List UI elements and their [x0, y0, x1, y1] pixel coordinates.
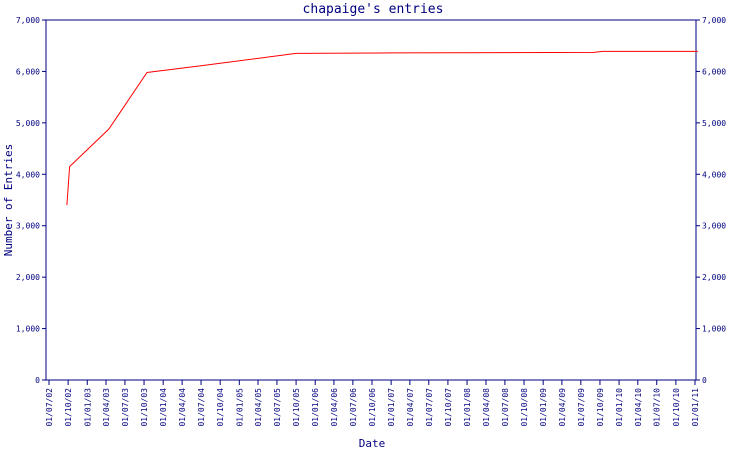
x-tick-label: 01/04/05: [254, 388, 263, 427]
x-tick-label: 01/01/08: [463, 388, 472, 427]
x-tick-label: 01/04/09: [558, 388, 567, 427]
x-tick-label: 01/04/04: [178, 388, 187, 427]
x-tick-label: 01/01/05: [235, 388, 244, 427]
y-tick-label-left: 5,000: [16, 119, 40, 128]
x-tick-label: 01/04/07: [406, 388, 415, 427]
x-tick-label: 01/10/03: [140, 388, 149, 427]
x-tick-label: 01/10/02: [64, 388, 73, 427]
x-tick-label: 01/01/11: [691, 388, 700, 427]
y-tick-label-right: 3,000: [702, 222, 726, 231]
x-tick-label: 01/01/03: [83, 388, 92, 427]
y-tick-label-right: 1,000: [702, 325, 726, 334]
x-tick-label: 01/07/09: [577, 388, 586, 427]
x-axis-title: Date: [359, 437, 386, 450]
x-tick-label: 01/10/07: [444, 388, 453, 427]
series-layer: [66, 50, 698, 206]
x-tick-label: 01/07/08: [501, 388, 510, 427]
y-tick-label-right: 4,000: [702, 170, 726, 179]
x-tick-label: 01/01/09: [539, 388, 548, 427]
x-tick-label: 01/10/08: [520, 388, 529, 427]
y-tick-label-right: 5,000: [702, 119, 726, 128]
chart-title: chapaige's entries: [303, 2, 444, 17]
y-tick-label-right: 6,000: [702, 67, 726, 76]
x-tick-label: 01/10/09: [596, 388, 605, 427]
x-tick-label: 01/01/07: [387, 388, 396, 427]
x-tick-label: 01/10/04: [216, 388, 225, 427]
y-tick-label-left: 1,000: [16, 325, 40, 334]
x-axis: 01/07/02 01/10/02 01/01/03 01/04/03 01/07/03…: [45, 380, 700, 427]
x-tick-label: 01/10/05: [292, 388, 301, 427]
y-axis-title: Number of Entries: [2, 144, 15, 257]
x-tick-label: 01/07/02: [45, 388, 54, 427]
x-tick-label: 01/04/10: [634, 388, 643, 427]
x-tick-label: 01/10/10: [672, 388, 681, 427]
y-tick-label-left: 2,000: [16, 273, 40, 282]
x-tick-label: 01/01/10: [615, 388, 624, 427]
x-tick-label: 01/10/06: [368, 388, 377, 427]
x-tick-label: 01/07/06: [349, 388, 358, 427]
y-tick-label-right: 0: [702, 376, 707, 385]
y-tick-label-right: 7,000: [702, 16, 726, 25]
x-tick-label: 01/04/03: [102, 388, 111, 427]
x-tick-label: 01/01/06: [311, 388, 320, 427]
x-tick-label: 01/07/04: [197, 388, 206, 427]
x-tick-label: 01/01/04: [159, 388, 168, 427]
x-tick-label: 01/07/05: [273, 388, 282, 427]
y-tick-label-left: 3,000: [16, 222, 40, 231]
x-tick-label: 01/04/08: [482, 388, 491, 427]
x-tick-label: 01/07/07: [425, 388, 434, 427]
plot-area: [45, 19, 697, 381]
y-tick-label-left: 7,000: [16, 16, 40, 25]
y-axis-right: 0 1,000 2,000 3,000 4,000 5,000 6,000 7,000: [696, 16, 726, 385]
x-tick-label: 01/04/06: [330, 388, 339, 427]
series-line: [66, 50, 698, 206]
y-tick-label-left: 4,000: [16, 170, 40, 179]
x-tick-label: 01/07/10: [653, 388, 662, 427]
y-tick-label-left: 6,000: [16, 67, 40, 76]
y-tick-label-right: 2,000: [702, 273, 726, 282]
x-tick-label: 01/07/03: [121, 388, 130, 427]
y-axis-left: 0 1,000 2,000 3,000 4,000 5,000 6,000 7,000: [16, 16, 46, 385]
y-tick-label-left: 0: [35, 376, 40, 385]
